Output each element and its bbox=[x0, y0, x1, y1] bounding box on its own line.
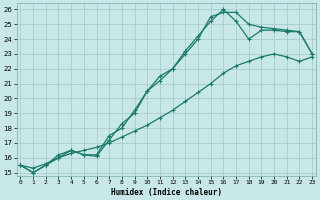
X-axis label: Humidex (Indice chaleur): Humidex (Indice chaleur) bbox=[111, 188, 222, 197]
